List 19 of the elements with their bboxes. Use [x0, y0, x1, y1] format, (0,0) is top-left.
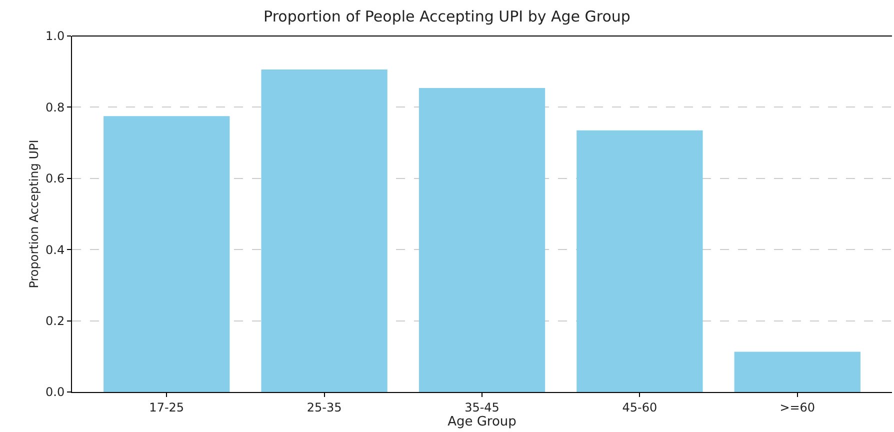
- x-tick-label: 35-45: [464, 400, 500, 414]
- bar: [576, 130, 703, 392]
- y-tick-label: 0.0: [46, 385, 65, 400]
- bar: [418, 88, 546, 392]
- x-tick-label: 25-35: [306, 400, 342, 414]
- bar: [734, 352, 860, 392]
- chart-title: Proportion of People Accepting UPI by Age Group: [264, 7, 630, 26]
- bar: [261, 69, 388, 392]
- y-axis-title: Proportion Accepting UPI: [27, 140, 41, 288]
- y-tick-label: 0.4: [46, 242, 65, 257]
- x-axis-title: Age Group: [448, 414, 516, 430]
- x-tick-label: >=60: [780, 400, 816, 414]
- y-tick-label: 0.2: [46, 314, 65, 328]
- bar: [104, 116, 230, 392]
- y-tick-label: 0.8: [46, 100, 65, 114]
- y-tick-label: 1.0: [46, 29, 65, 44]
- y-tick-label: 0.6: [46, 172, 65, 186]
- x-tick-label: 17-25: [149, 400, 184, 414]
- x-tick-label: 45-60: [622, 400, 658, 414]
